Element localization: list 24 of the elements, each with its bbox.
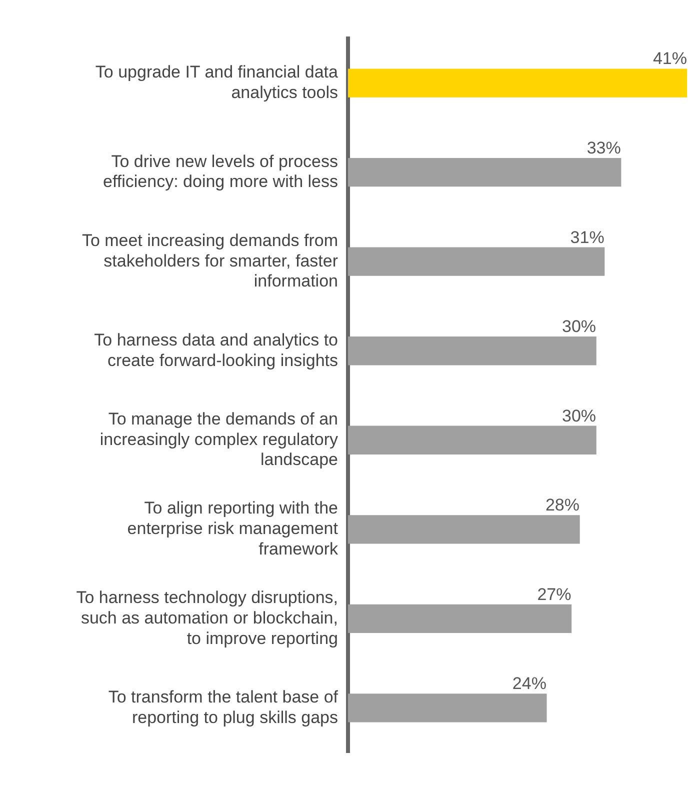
data-label: 41% [652, 49, 687, 68]
y-tick-label: To upgrade IT and financial data analytics tools [95, 62, 339, 102]
bar [348, 158, 622, 187]
y-tick-label: To harness technology disruptions, such as automation or blockchain, to improve reporting [76, 588, 338, 648]
y-tick-label: To align reporting with the enterprise risk management framework [127, 498, 338, 558]
bar [348, 604, 572, 634]
data-label: 24% [512, 674, 546, 694]
data-label: 30% [562, 317, 596, 336]
y-tick-label: To drive new levels of process efficiency: doing more with less [103, 152, 338, 192]
bar [348, 515, 580, 544]
bar [348, 694, 547, 722]
data-label: 33% [586, 138, 621, 158]
data-label: 30% [562, 406, 596, 426]
bar [348, 336, 596, 366]
bar [348, 68, 687, 98]
y-tick-label: To transform the talent base of reporting to plug skills gaps [108, 687, 338, 727]
data-label: 27% [537, 584, 572, 604]
y-tick-label: To meet increasing demands from stakeholders for smarter, faster information [82, 230, 338, 291]
data-label: 31% [570, 228, 604, 247]
bar [348, 426, 596, 454]
y-tick-label: To manage the demands of an increasingly complex regulatory landscape [100, 409, 338, 470]
y-tick-label: To harness data and analytics to create forward-looking insights [94, 330, 338, 370]
bar [348, 247, 605, 276]
data-label: 28% [545, 496, 580, 515]
